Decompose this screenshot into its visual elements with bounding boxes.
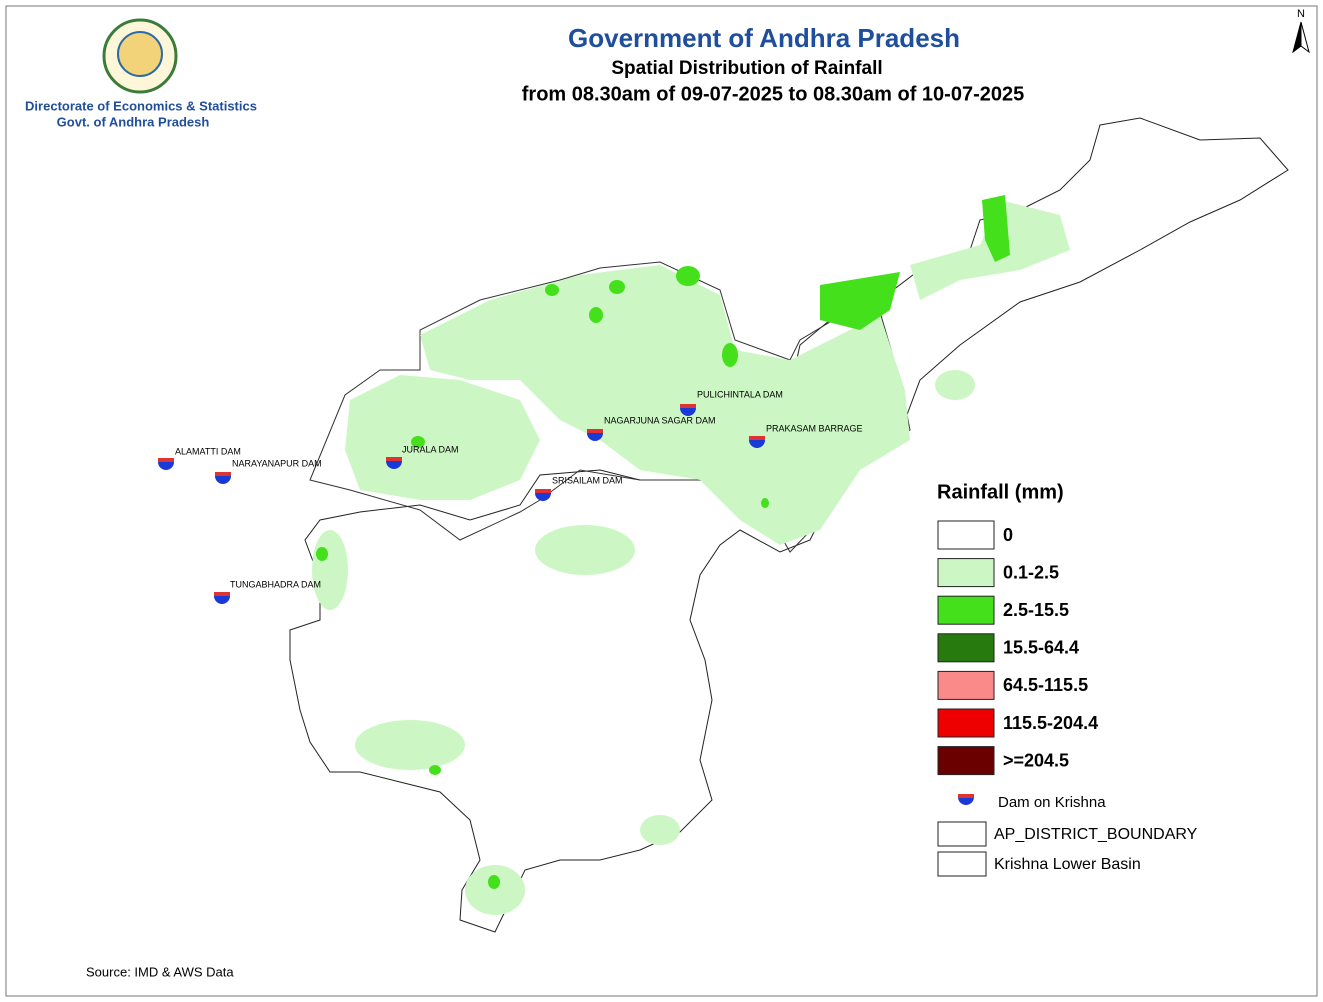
map [289, 117, 1289, 933]
legend-swatch [937, 670, 995, 700]
dam-label: TUNGABHADRA DAM [230, 579, 321, 589]
dam-label: PRAKASAM BARRAGE [766, 423, 863, 433]
legend-label: 64.5-115.5 [1003, 675, 1088, 695]
legend-district-label: AP_DISTRICT_BOUNDARY [994, 826, 1198, 843]
source: Source: IMD & AWS Data [86, 964, 234, 979]
legend-swatch [937, 520, 995, 550]
legend-swatch [937, 851, 987, 877]
title: Government of Andhra Pradesh [568, 23, 960, 53]
legend-label: 0 [1003, 525, 1013, 545]
dam-icon [535, 493, 551, 501]
dam-label: ALAMATTI DAM [175, 446, 241, 456]
legend-dam-icon [958, 794, 974, 805]
dam-icon [386, 461, 402, 469]
legend-label: >=204.5 [1003, 750, 1069, 770]
dam-label: NARAYANAPUR DAM [232, 458, 322, 468]
legend-label: 2.5-15.5 [1003, 600, 1069, 620]
dam-icon-top [680, 404, 696, 408]
dam-label: JURALA DAM [402, 444, 459, 454]
subtitle: Spatial Distribution of Rainfall [611, 58, 882, 79]
legend-swatch [937, 708, 995, 738]
legend-swatch [937, 746, 995, 776]
dam-icon-top [386, 457, 402, 461]
org: Directorate of Economics & Statistics [25, 98, 257, 113]
dam-icon [158, 462, 174, 470]
north-label: N [1297, 8, 1305, 20]
dam-icon-top [749, 436, 765, 440]
dam-icon [587, 433, 603, 441]
legend-dam-label: Dam on Krishna [998, 794, 1106, 811]
legend-swatch [937, 633, 995, 663]
emblem [102, 18, 178, 94]
dam-label: NAGARJUNA SAGAR DAM [604, 415, 716, 425]
dam-icon [215, 476, 231, 484]
dam-icon-top [535, 489, 551, 493]
dams: ALAMATTI DAM NARAYANAPUR DAM JURALA DAM SRI… [158, 389, 863, 604]
north-arrow [1300, 21, 1310, 54]
dam-icon [749, 440, 765, 448]
dam-icon [680, 408, 696, 416]
dam-icon [214, 596, 230, 604]
legend-swatch [937, 821, 987, 847]
dam-icon-top [587, 429, 603, 433]
legend-basin-label: Krishna Lower Basin [994, 856, 1141, 873]
legend-swatch [937, 595, 995, 625]
legend-label: 0.1-2.5 [1003, 562, 1059, 582]
dam-label: SRISAILAM DAM [552, 475, 623, 485]
org-sub: Govt. of Andhra Pradesh [57, 114, 210, 129]
dam-icon-top [215, 472, 231, 476]
legend-label: 15.5-64.4 [1003, 638, 1079, 658]
legend-title: Rainfall (mm) [937, 481, 1064, 503]
legend: 0 0.1-2.5 2.5-15.5 15.5-64.4 64.5-115.5 115.5… [937, 520, 1098, 776]
period: from 08.30am of 09-07-2025 to 08.30am of… [522, 83, 1025, 105]
legend-swatch [937, 558, 995, 588]
dam-icon-top [158, 458, 174, 462]
dam-label: PULICHINTALA DAM [697, 389, 783, 399]
legend-label: 115.5-204.4 [1003, 713, 1098, 733]
dam-icon-top [214, 592, 230, 596]
